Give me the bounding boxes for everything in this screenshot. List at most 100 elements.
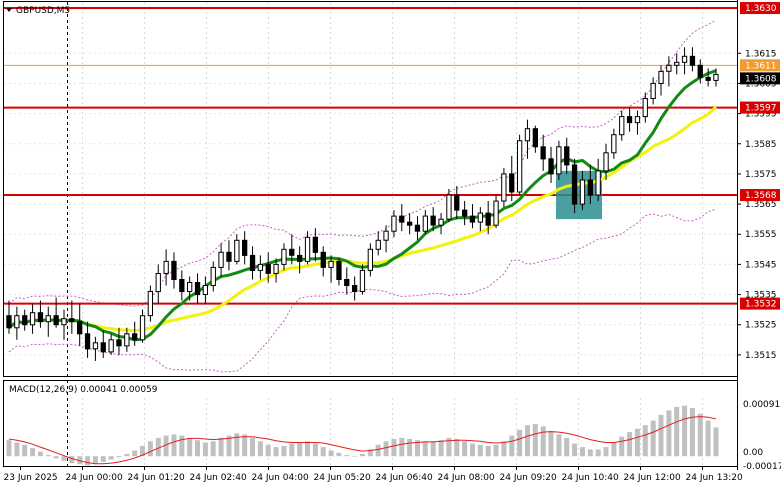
orange-level-tag-label: 1.3611: [745, 61, 777, 71]
candle-body: [525, 129, 529, 141]
macd-bar: [525, 425, 530, 456]
candle-body: [423, 216, 427, 231]
macd-bar: [501, 441, 506, 456]
macd-bar: [62, 456, 67, 461]
candle-body: [235, 240, 239, 261]
candle-body: [140, 316, 144, 340]
macd-label: MACD(12,26,9) 0.00041 0.00059: [9, 385, 158, 395]
candle-body: [133, 334, 137, 340]
candle-body: [651, 83, 655, 98]
y-tick-label: 1.3545: [745, 260, 777, 270]
candle-body: [109, 340, 113, 352]
candle-body: [659, 71, 663, 83]
candle-body: [588, 180, 592, 195]
macd-bar: [541, 426, 546, 456]
candle: [557, 141, 561, 180]
candle-body: [706, 77, 710, 80]
entry-zone-box: [556, 171, 602, 219]
macd-bar: [549, 431, 554, 456]
x-tick-label: 24 Jun 08:00: [438, 473, 495, 483]
candle-body: [211, 267, 215, 285]
macd-bar: [195, 440, 200, 456]
candle-body: [353, 286, 357, 292]
macd-tick-label: 0.00: [743, 448, 763, 458]
current-price-label: 1.3608: [745, 74, 777, 84]
macd-bar: [54, 456, 59, 458]
macd-bar: [407, 439, 412, 456]
candle-body: [635, 117, 639, 123]
candle-body: [148, 292, 152, 316]
candle-body: [282, 249, 286, 264]
candle-body: [392, 216, 396, 231]
macd-bar: [352, 456, 357, 457]
candle-body: [172, 261, 176, 279]
x-tick-label: 24 Jun 12:00: [624, 473, 681, 483]
candle-body: [447, 195, 451, 219]
macd-bar: [336, 453, 341, 456]
macd-bar: [30, 448, 35, 456]
macd-bar: [596, 449, 601, 456]
x-tick-label: 24 Jun 05:20: [314, 473, 371, 483]
macd-bar: [7, 440, 12, 456]
candle-body: [612, 135, 616, 153]
candle-body: [455, 195, 459, 210]
candle-body: [557, 147, 561, 174]
macd-bar: [14, 443, 19, 457]
chart-title-group: GBPUSD,M5: [6, 6, 70, 16]
y-tick-label: 1.3525: [745, 321, 777, 331]
candle-body: [70, 319, 74, 322]
macd-bar: [564, 438, 569, 456]
candle-body: [533, 129, 537, 147]
candle-body: [54, 316, 58, 325]
candle-body: [486, 213, 490, 225]
candle-body: [502, 174, 506, 201]
candle-body: [38, 313, 42, 322]
macd-bar: [627, 432, 632, 456]
candle-body: [46, 316, 50, 322]
macd-bar: [423, 441, 428, 456]
macd-bar: [46, 455, 51, 456]
macd-bar: [321, 447, 326, 456]
macd-bar: [360, 454, 365, 456]
candle-body: [643, 99, 647, 117]
x-tick-label: 24 Jun 04:00: [252, 473, 309, 483]
candle-body: [675, 62, 679, 65]
candle-body: [400, 216, 404, 222]
candle-body: [596, 171, 600, 195]
macd-bar: [289, 444, 294, 457]
candle-body: [321, 252, 325, 267]
level-1-3568-tag-label: 1.3568: [745, 191, 777, 201]
candle-body: [156, 274, 160, 292]
macd-bar: [376, 445, 381, 457]
macd-bar: [674, 407, 679, 456]
macd-bar: [666, 410, 671, 456]
macd-bar: [714, 428, 719, 457]
candle-body: [470, 216, 474, 222]
candle-body: [565, 147, 569, 165]
candle-body: [180, 280, 184, 292]
macd-bar: [462, 441, 467, 456]
candle-body: [549, 159, 553, 174]
level-1-3532-tag-label: 1.3532: [745, 300, 777, 310]
candle: [502, 168, 506, 207]
macd-bar: [391, 439, 396, 456]
macd-bar: [580, 447, 585, 456]
candle-body: [384, 231, 388, 240]
candle-body: [620, 117, 624, 135]
candle-body: [518, 141, 522, 192]
candle-body: [243, 240, 247, 255]
macd-bar: [172, 434, 177, 456]
y-tick-label: 1.3555: [745, 230, 777, 240]
macd-bar: [486, 446, 491, 456]
candle-body: [345, 280, 349, 286]
macd-bar: [509, 436, 514, 457]
macd-bar: [329, 451, 334, 457]
macd-bar: [344, 455, 349, 456]
chart-title: GBPUSD,M5: [16, 6, 70, 16]
macd-bar: [651, 421, 656, 457]
candle-body: [219, 252, 223, 267]
macd-bar: [494, 445, 499, 457]
